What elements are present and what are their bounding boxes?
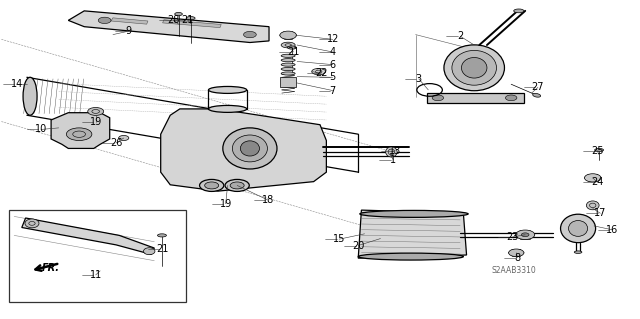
Text: 28: 28 — [167, 15, 180, 25]
Ellipse shape — [25, 219, 39, 228]
Text: 4: 4 — [330, 47, 336, 57]
Polygon shape — [163, 20, 221, 28]
Ellipse shape — [200, 179, 224, 191]
Ellipse shape — [232, 135, 268, 162]
Circle shape — [522, 233, 529, 237]
Ellipse shape — [514, 9, 524, 13]
Bar — [9, 210, 186, 302]
Ellipse shape — [225, 179, 249, 191]
Text: 19: 19 — [90, 117, 102, 127]
Ellipse shape — [586, 201, 599, 210]
Ellipse shape — [312, 69, 326, 75]
Ellipse shape — [205, 182, 219, 189]
Ellipse shape — [143, 248, 155, 255]
Ellipse shape — [461, 57, 487, 78]
Text: 16: 16 — [605, 225, 618, 235]
Text: 19: 19 — [220, 199, 232, 209]
Ellipse shape — [287, 46, 296, 49]
Circle shape — [506, 95, 517, 101]
Ellipse shape — [223, 128, 277, 169]
Text: FR.: FR. — [42, 263, 60, 273]
Text: 2: 2 — [457, 31, 463, 41]
Polygon shape — [358, 210, 467, 258]
Ellipse shape — [574, 251, 582, 253]
Text: 24: 24 — [591, 177, 604, 187]
Circle shape — [584, 174, 601, 182]
Text: 21: 21 — [156, 244, 168, 254]
Bar — [280, 77, 296, 87]
Ellipse shape — [358, 253, 463, 260]
Text: 1: 1 — [390, 154, 396, 165]
Ellipse shape — [532, 93, 541, 97]
Text: 7: 7 — [330, 85, 336, 96]
Ellipse shape — [209, 105, 246, 112]
Text: 10: 10 — [35, 124, 47, 135]
Ellipse shape — [452, 50, 497, 85]
Ellipse shape — [281, 68, 295, 70]
Ellipse shape — [281, 63, 295, 66]
Circle shape — [516, 230, 535, 240]
Text: 11: 11 — [90, 270, 102, 280]
Circle shape — [280, 31, 296, 39]
Ellipse shape — [175, 12, 182, 16]
Text: 22: 22 — [315, 69, 328, 78]
Text: 21: 21 — [287, 47, 300, 57]
Ellipse shape — [281, 42, 295, 48]
Ellipse shape — [23, 77, 37, 115]
Text: 9: 9 — [126, 26, 132, 36]
Ellipse shape — [230, 182, 244, 189]
Polygon shape — [22, 218, 154, 254]
Ellipse shape — [241, 141, 259, 156]
Text: 17: 17 — [594, 208, 607, 218]
Text: 26: 26 — [110, 138, 122, 148]
Text: 18: 18 — [262, 195, 274, 205]
Ellipse shape — [281, 72, 295, 75]
Ellipse shape — [561, 214, 596, 243]
Ellipse shape — [595, 148, 604, 152]
Ellipse shape — [386, 147, 397, 157]
Text: 25: 25 — [591, 146, 604, 156]
Text: 21: 21 — [181, 15, 194, 25]
Text: 8: 8 — [515, 253, 520, 263]
Circle shape — [67, 128, 92, 141]
Ellipse shape — [186, 17, 195, 20]
Polygon shape — [161, 109, 326, 191]
Text: S2AAB3310: S2AAB3310 — [492, 266, 537, 275]
Ellipse shape — [444, 45, 504, 91]
Polygon shape — [427, 93, 524, 103]
Text: 12: 12 — [326, 34, 339, 44]
Text: 5: 5 — [330, 72, 336, 82]
Ellipse shape — [88, 108, 104, 115]
Text: 20: 20 — [352, 241, 364, 250]
Circle shape — [432, 95, 444, 101]
Text: 3: 3 — [416, 74, 422, 84]
Polygon shape — [51, 113, 109, 148]
Text: 15: 15 — [333, 234, 346, 244]
Ellipse shape — [209, 86, 246, 93]
Circle shape — [99, 17, 111, 24]
Text: 6: 6 — [330, 60, 336, 70]
Polygon shape — [111, 18, 148, 24]
Circle shape — [244, 32, 256, 38]
Text: 27: 27 — [532, 82, 544, 93]
Ellipse shape — [281, 59, 295, 62]
Polygon shape — [68, 11, 269, 42]
Text: 23: 23 — [506, 232, 518, 242]
Ellipse shape — [360, 211, 468, 217]
Ellipse shape — [281, 54, 295, 57]
Ellipse shape — [568, 220, 588, 236]
Circle shape — [509, 249, 524, 256]
Text: 13: 13 — [389, 146, 401, 156]
Text: 14: 14 — [10, 78, 23, 89]
Ellipse shape — [157, 234, 166, 237]
Ellipse shape — [118, 136, 129, 141]
